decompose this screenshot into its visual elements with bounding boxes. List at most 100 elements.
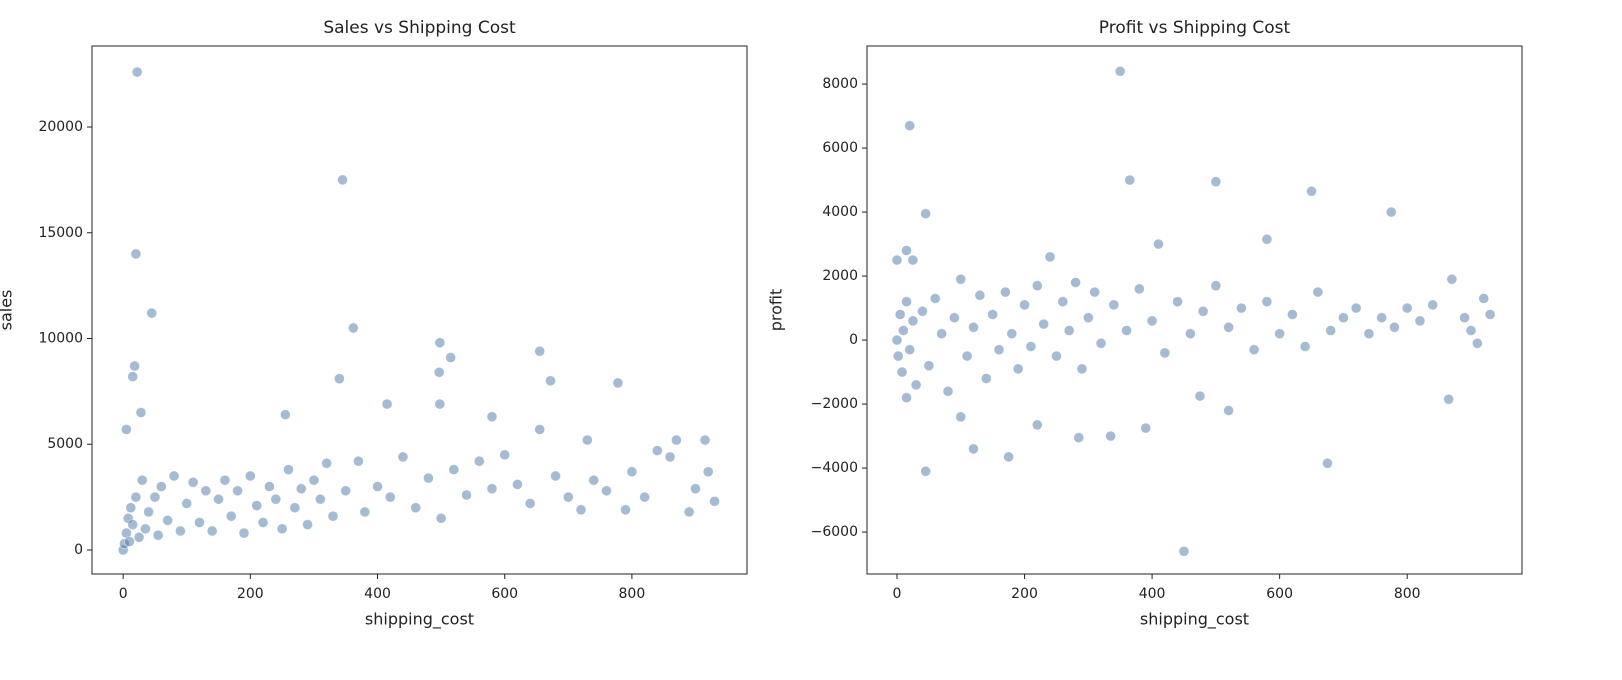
point xyxy=(1019,299,1030,311)
point xyxy=(162,515,173,526)
x-axis-label: shipping_cost xyxy=(1140,610,1249,630)
point xyxy=(146,307,158,319)
x-tick-label: 400 xyxy=(364,586,391,602)
point xyxy=(187,477,199,488)
point xyxy=(1274,328,1285,339)
point xyxy=(1083,312,1094,323)
point xyxy=(381,398,393,410)
point xyxy=(461,489,472,501)
point xyxy=(433,367,445,378)
point xyxy=(1459,312,1470,323)
point xyxy=(1210,176,1222,187)
point xyxy=(384,491,396,503)
point xyxy=(435,512,447,524)
point xyxy=(1105,430,1116,442)
point xyxy=(550,470,561,482)
point xyxy=(1322,457,1333,469)
point xyxy=(270,493,282,505)
point xyxy=(127,371,138,382)
point xyxy=(1350,302,1362,314)
point xyxy=(1385,206,1397,218)
point xyxy=(1070,277,1081,288)
point xyxy=(348,322,359,334)
point xyxy=(961,350,973,362)
point xyxy=(588,474,600,486)
point xyxy=(968,443,979,455)
point xyxy=(251,500,263,511)
point xyxy=(1197,305,1209,317)
point xyxy=(904,344,916,355)
point xyxy=(1012,363,1024,375)
point xyxy=(1223,405,1234,416)
point xyxy=(601,485,612,497)
point xyxy=(980,373,992,384)
point xyxy=(410,502,421,513)
point xyxy=(486,483,498,494)
point xyxy=(1261,296,1273,307)
point xyxy=(955,411,967,423)
point xyxy=(140,523,151,535)
point xyxy=(353,455,364,467)
point xyxy=(200,485,212,497)
point xyxy=(987,309,998,320)
point xyxy=(563,491,574,503)
point xyxy=(690,483,701,494)
point xyxy=(499,449,511,461)
point xyxy=(135,407,147,418)
point xyxy=(1484,309,1496,320)
point xyxy=(1478,293,1490,304)
y-tick-label: −6000 xyxy=(811,524,858,540)
point xyxy=(1178,545,1190,557)
point xyxy=(1312,286,1324,298)
point xyxy=(1124,174,1136,186)
point xyxy=(652,445,663,456)
point xyxy=(910,379,922,391)
point xyxy=(1172,296,1183,307)
point xyxy=(671,434,682,446)
point xyxy=(397,451,409,463)
chart-title: Sales vs Shipping Cost xyxy=(323,18,516,38)
point xyxy=(232,485,243,497)
point xyxy=(175,525,186,537)
point xyxy=(337,174,348,186)
y-tick-label: −2000 xyxy=(811,396,858,412)
point xyxy=(359,506,371,518)
point xyxy=(143,506,154,518)
point xyxy=(896,366,908,378)
point xyxy=(156,481,167,492)
point xyxy=(936,328,947,339)
point xyxy=(968,321,979,333)
point xyxy=(280,409,291,420)
point xyxy=(1025,341,1037,352)
point xyxy=(1134,283,1145,295)
x-tick-label: 200 xyxy=(237,586,264,602)
point xyxy=(699,434,711,446)
point xyxy=(133,532,145,543)
point xyxy=(124,536,135,547)
point xyxy=(238,527,250,539)
point xyxy=(664,451,676,463)
point xyxy=(1401,302,1413,314)
point xyxy=(372,481,383,492)
point xyxy=(1076,363,1088,375)
point xyxy=(1465,325,1477,336)
point xyxy=(545,375,556,387)
point xyxy=(949,312,960,323)
point xyxy=(901,392,912,403)
point xyxy=(917,305,928,317)
point xyxy=(1095,337,1107,349)
point xyxy=(612,377,624,389)
point xyxy=(901,245,912,256)
x-tick-label: 600 xyxy=(491,586,518,602)
point xyxy=(1299,341,1311,352)
axes-frame xyxy=(91,45,748,575)
point xyxy=(423,472,434,484)
point xyxy=(219,474,231,486)
point xyxy=(434,398,446,410)
point xyxy=(942,385,954,397)
x-tick-label: 0 xyxy=(893,586,902,602)
point xyxy=(327,510,339,522)
point xyxy=(898,325,909,336)
point xyxy=(1389,321,1400,333)
